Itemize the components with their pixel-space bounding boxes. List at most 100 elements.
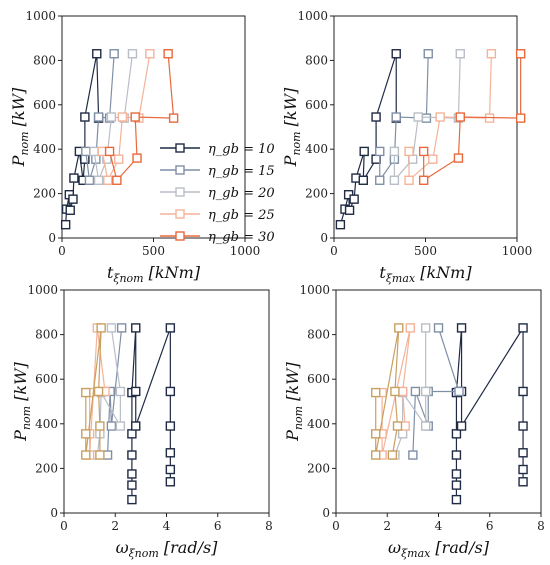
data-point bbox=[451, 494, 462, 505]
data-point bbox=[455, 49, 465, 59]
x-tick-label: 500 bbox=[414, 244, 437, 258]
legend-label: η_gb = 15 bbox=[208, 164, 275, 179]
y-tick-label: 400 bbox=[305, 142, 328, 156]
data-point bbox=[518, 448, 528, 458]
y-tick-label: 600 bbox=[33, 98, 56, 112]
data-point bbox=[418, 175, 429, 185]
legend: η_gb = 10 η_gb = 15 η_gb = 20 η_gb = 25 η_gb… bbox=[160, 142, 275, 245]
data-point bbox=[453, 153, 464, 163]
data-point bbox=[165, 323, 176, 333]
data-point bbox=[435, 112, 445, 122]
data-point bbox=[116, 323, 127, 333]
data-point bbox=[371, 154, 381, 164]
y-tick-label: 400 bbox=[35, 417, 58, 431]
x-tick-label: 6 bbox=[214, 519, 222, 533]
data-point bbox=[371, 387, 381, 398]
data-point bbox=[387, 450, 398, 460]
series-line bbox=[85, 53, 115, 181]
data-point bbox=[81, 429, 91, 439]
data-point bbox=[456, 323, 467, 333]
series-5 bbox=[104, 49, 179, 185]
data-point bbox=[344, 205, 355, 215]
data-point bbox=[358, 175, 368, 185]
series-line bbox=[393, 53, 461, 182]
x-tick-label: 0 bbox=[60, 519, 68, 533]
series-line bbox=[93, 53, 134, 183]
data-point bbox=[131, 323, 141, 333]
data-point bbox=[168, 113, 179, 123]
data-point bbox=[371, 429, 381, 439]
y-tick-label: 1000 bbox=[27, 283, 58, 297]
data-point bbox=[486, 49, 497, 59]
data-point bbox=[131, 386, 141, 397]
data-point bbox=[420, 386, 431, 397]
data-point bbox=[93, 175, 104, 185]
y-tick-label: 0 bbox=[320, 231, 328, 245]
data-point bbox=[89, 146, 99, 157]
x-tick-label: 0 bbox=[58, 244, 66, 258]
chart-panel-2: 0 200 400 600 800 1000 0 500 1000 tξmax [kNm] Pnom… bbox=[281, 9, 532, 285]
data-point bbox=[84, 175, 95, 185]
series-line bbox=[455, 325, 524, 500]
series-1 bbox=[60, 49, 104, 230]
data-point bbox=[106, 323, 117, 333]
data-point bbox=[518, 386, 528, 397]
data-point bbox=[93, 112, 104, 122]
data-point bbox=[418, 146, 429, 157]
data-point bbox=[451, 480, 462, 490]
data-point bbox=[391, 49, 401, 59]
data-point bbox=[420, 421, 431, 431]
data-point bbox=[165, 386, 176, 397]
x-axis-label: tξnom [kNm] bbox=[107, 263, 201, 285]
x-tick-label: 0 bbox=[332, 519, 340, 533]
data-point bbox=[117, 112, 128, 122]
data-point bbox=[407, 154, 418, 164]
data-point bbox=[127, 429, 137, 439]
data-point bbox=[106, 112, 117, 122]
data-point bbox=[130, 112, 140, 122]
legend-label: η_gb = 10 bbox=[208, 142, 275, 157]
data-point bbox=[132, 153, 142, 163]
y-tick-label: 800 bbox=[33, 53, 56, 67]
chart-panel-4: 0 200 400 600 800 1000 0 2 4 6 8 ωξmax [rad/s] Pnom … bbox=[283, 283, 545, 560]
x-tick-label: 4 bbox=[163, 519, 171, 533]
data-point bbox=[371, 112, 381, 122]
data-point bbox=[106, 421, 117, 431]
x-tick-label: 6 bbox=[486, 519, 494, 533]
data-point bbox=[109, 49, 119, 59]
data-point bbox=[408, 450, 418, 460]
data-point bbox=[93, 386, 104, 397]
series-5 bbox=[81, 323, 106, 460]
data-point bbox=[96, 323, 106, 333]
legend-marker bbox=[175, 209, 185, 219]
x-axis-label: ωξmax [rad/s] bbox=[388, 538, 490, 560]
data-point bbox=[127, 450, 137, 460]
data-point bbox=[335, 219, 346, 230]
data-point bbox=[371, 450, 381, 460]
x-tick-label: 1000 bbox=[502, 244, 533, 258]
data-point bbox=[389, 146, 400, 157]
data-point bbox=[394, 323, 404, 333]
data-point bbox=[389, 175, 400, 185]
legend-marker bbox=[175, 143, 185, 153]
data-point bbox=[131, 421, 141, 431]
y-axis-label: Pnom [kW] bbox=[281, 87, 303, 167]
data-point bbox=[456, 421, 467, 431]
data-point bbox=[518, 477, 528, 487]
data-point bbox=[390, 386, 400, 397]
data-point bbox=[349, 194, 359, 204]
data-point bbox=[115, 386, 126, 397]
y-axis-label: Pnom [kW] bbox=[11, 361, 33, 441]
legend-marker bbox=[175, 231, 185, 241]
data-point bbox=[428, 154, 438, 164]
data-point bbox=[404, 146, 414, 157]
data-point bbox=[127, 469, 137, 479]
data-point bbox=[81, 387, 91, 398]
data-point bbox=[114, 154, 124, 164]
y-tick-label: 600 bbox=[307, 372, 330, 386]
legend-label: η_gb = 30 bbox=[208, 230, 275, 245]
series-1 bbox=[335, 49, 401, 230]
data-point bbox=[145, 49, 155, 59]
y-tick-label: 400 bbox=[33, 142, 56, 156]
series-1 bbox=[451, 323, 528, 505]
